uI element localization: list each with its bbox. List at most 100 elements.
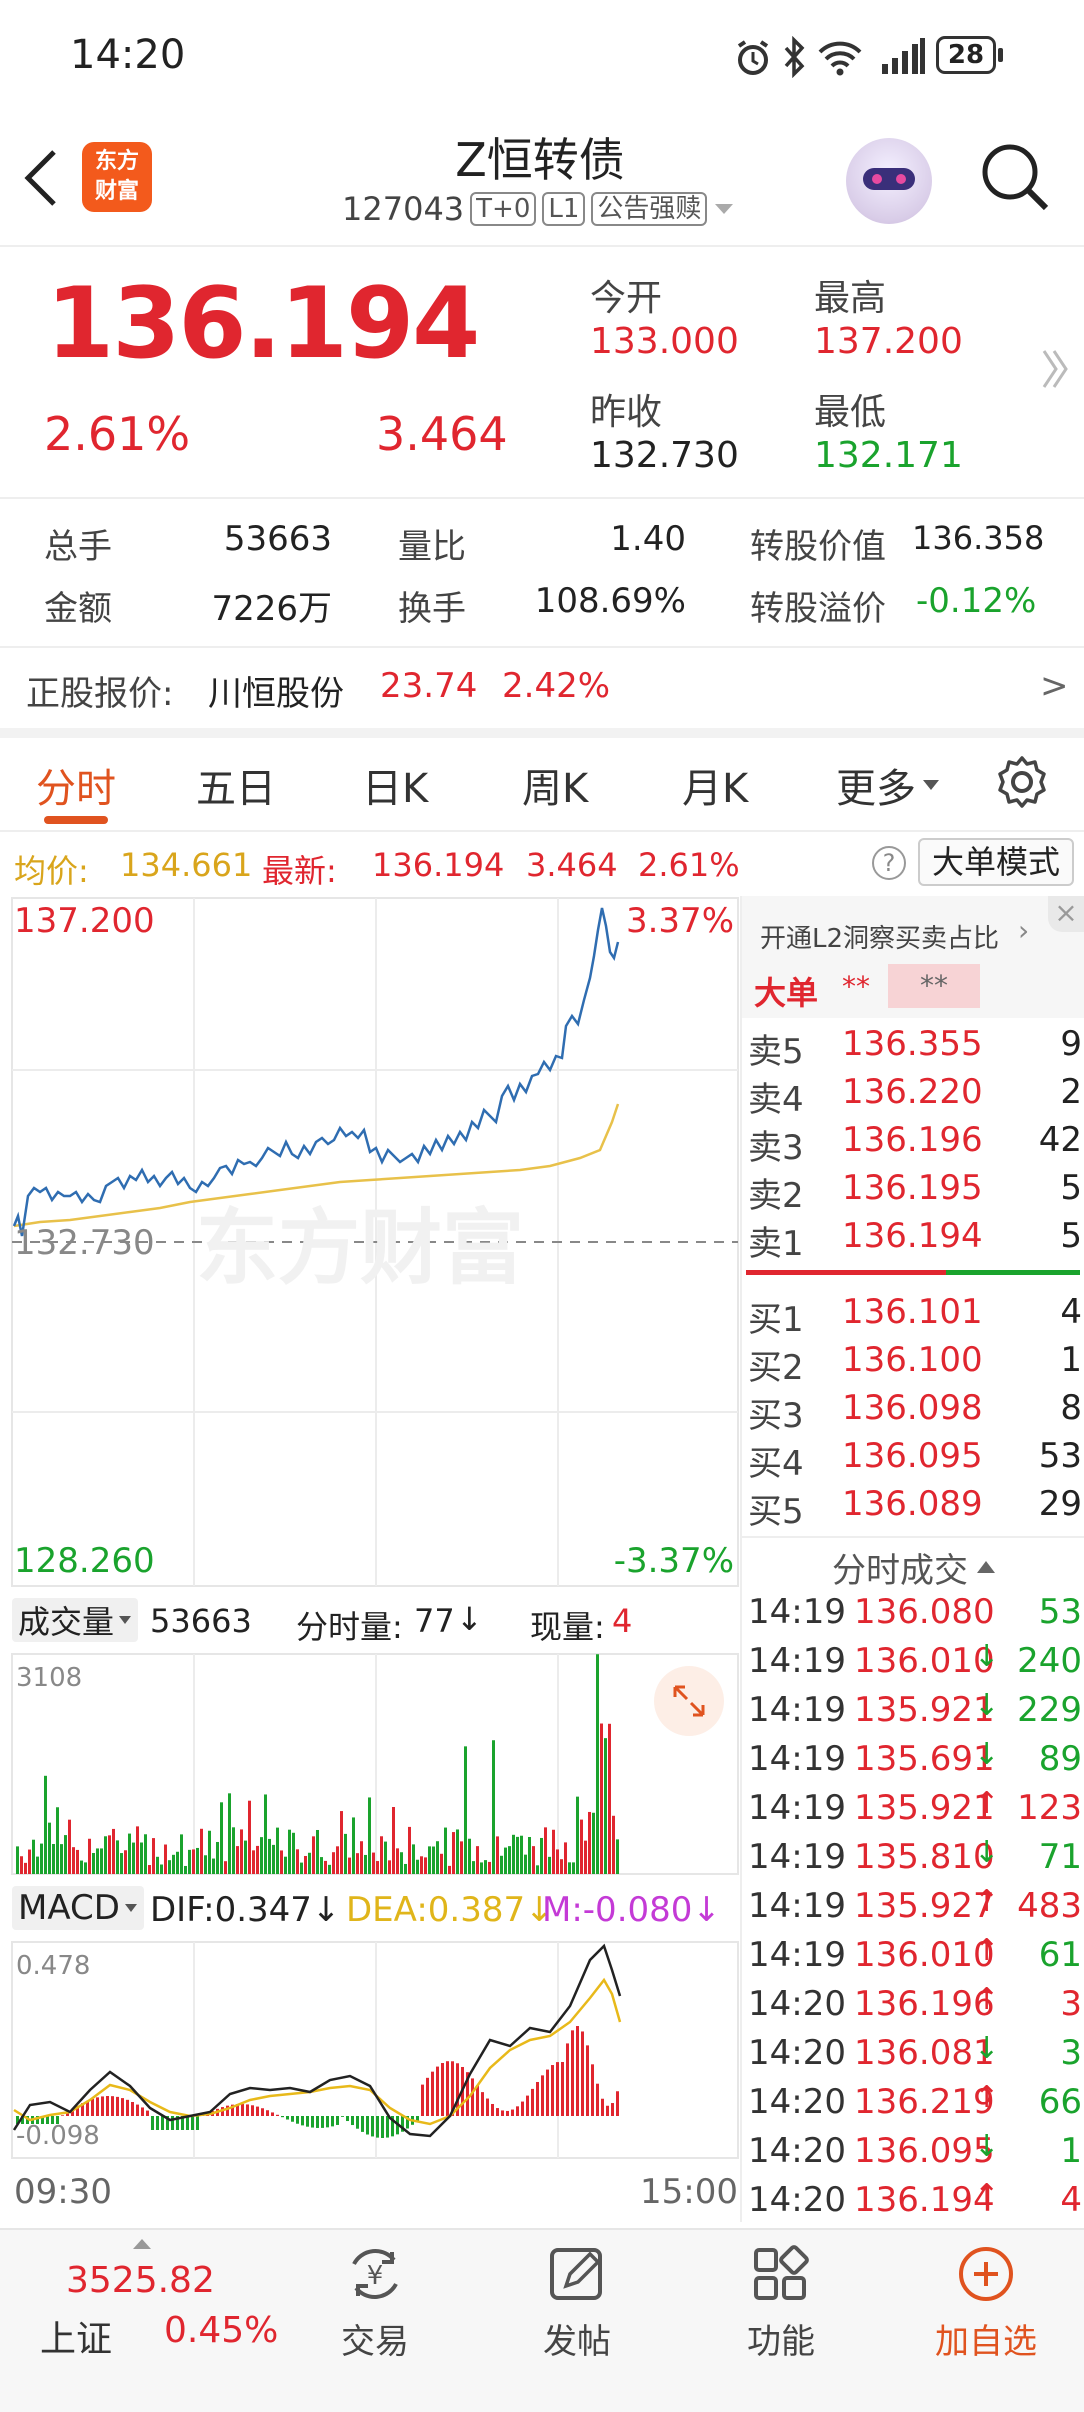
index-ticker[interactable]: 3525.82 上证 0.45% bbox=[0, 2230, 300, 2412]
expand-chart-button[interactable] bbox=[654, 1666, 724, 1736]
macd-bar bbox=[371, 2116, 374, 2137]
volume-bar bbox=[224, 1861, 227, 1874]
volume-bar bbox=[96, 1848, 99, 1874]
macd-bar bbox=[126, 2099, 129, 2116]
sell-level: 卖1 bbox=[748, 1224, 804, 1264]
nav-functions[interactable]: 功能 bbox=[726, 2244, 836, 2363]
tag-l1: L1 bbox=[542, 192, 586, 226]
tab-intraday[interactable]: 分时 bbox=[36, 766, 116, 812]
volume-bar bbox=[272, 1844, 275, 1874]
buy-row[interactable]: 买1 136.101 4 bbox=[742, 1288, 1084, 1340]
robot-avatar[interactable] bbox=[846, 138, 932, 224]
volume-bar bbox=[52, 1843, 55, 1874]
volume-bar bbox=[472, 1861, 475, 1874]
macd-chart[interactable]: 0.478 -0.098 bbox=[0, 1940, 740, 2160]
close-banner-button[interactable]: × bbox=[1048, 896, 1084, 932]
macd-bar bbox=[391, 2116, 394, 2137]
volume-bar bbox=[384, 1841, 387, 1874]
turnover-value: 108.69% bbox=[534, 581, 686, 621]
sell-row[interactable]: 卖3 136.196 42 bbox=[742, 1116, 1084, 1168]
volume-chart[interactable]: 3108 bbox=[0, 1652, 740, 1876]
volume-bar bbox=[116, 1840, 119, 1874]
tick-price: 135.691 bbox=[854, 1739, 995, 1779]
sell-price: 136.355 bbox=[842, 1024, 983, 1064]
macd-bar bbox=[26, 2116, 29, 2124]
sell-row[interactable]: 卖1 136.194 5 bbox=[742, 1212, 1084, 1264]
macd-bar bbox=[276, 2114, 279, 2116]
tick-time: 14:20 bbox=[748, 2082, 846, 2122]
tick-volume: 4 bbox=[1060, 2180, 1082, 2220]
nav-add-watchlist[interactable]: 加自选 bbox=[916, 2244, 1056, 2363]
volume-bar bbox=[616, 1839, 619, 1874]
l2-banner[interactable]: 开通L2洞察买卖占比 › × 大单 ** ** bbox=[742, 896, 1084, 1018]
tab-monthly-k[interactable]: 月K bbox=[682, 766, 749, 812]
premium-value: -0.12% bbox=[916, 581, 1037, 621]
volume-header: 成交量 53663 分时量: 77 ↓ 现量: 4 bbox=[0, 1590, 740, 1650]
volume-bar bbox=[580, 1819, 583, 1874]
macd-bar bbox=[136, 2104, 139, 2116]
tab-five-day[interactable]: 五日 bbox=[196, 766, 276, 812]
tick-row: 14:20 136.095 ↓ 1 bbox=[742, 2127, 1084, 2176]
macd-bar bbox=[176, 2116, 179, 2130]
macd-bar bbox=[116, 2096, 119, 2116]
ticks-title[interactable]: 分时成交 bbox=[742, 1536, 1084, 1598]
tab-weekly-k[interactable]: 周K bbox=[522, 766, 589, 812]
buy-price: 136.100 bbox=[842, 1340, 983, 1380]
stock-label: 正股报价: bbox=[26, 674, 174, 714]
back-arrow-icon[interactable] bbox=[22, 148, 62, 208]
fs-volume-value: 77 bbox=[414, 1602, 455, 1640]
macd-bar bbox=[451, 2061, 454, 2116]
buy-row[interactable]: 买5 136.089 29 bbox=[742, 1480, 1084, 1532]
y-max-pct-label: 3.37% bbox=[626, 901, 734, 941]
tick-arrow: ↑ bbox=[974, 1884, 1000, 1919]
tick-row: 14:19 136.010 ↑ 61 bbox=[742, 1931, 1084, 1980]
macd-dea: DEA:0.387↓ bbox=[346, 1890, 554, 1930]
macd-bar bbox=[386, 2116, 389, 2138]
tab-more[interactable]: 更多 bbox=[836, 756, 940, 814]
expand-chevron-icon[interactable] bbox=[1040, 347, 1070, 391]
macd-bar bbox=[551, 2065, 554, 2116]
tick-price: 136.010 bbox=[854, 1641, 995, 1681]
search-icon[interactable] bbox=[978, 140, 1052, 214]
sell-row[interactable]: 卖4 136.220 2 bbox=[742, 1068, 1084, 1120]
volume-selector[interactable]: 成交量 bbox=[12, 1598, 139, 1642]
big-order-mode-button[interactable]: 大单模式 bbox=[918, 838, 1074, 886]
gear-icon[interactable] bbox=[994, 754, 1050, 810]
functions-grid-icon bbox=[754, 2245, 809, 2300]
buy-row[interactable]: 买2 136.100 1 bbox=[742, 1336, 1084, 1388]
sell-price: 136.196 bbox=[842, 1120, 983, 1160]
tab-daily-k[interactable]: 日K bbox=[362, 766, 429, 812]
volume-label: 总手 bbox=[44, 527, 112, 567]
volume-bar bbox=[204, 1855, 207, 1874]
tag-t0: T+0 bbox=[470, 192, 537, 226]
bond-code: 127043 bbox=[342, 190, 465, 228]
nav-post[interactable]: 发帖 bbox=[522, 2244, 632, 2363]
volume-bar bbox=[196, 1847, 199, 1874]
buy-row[interactable]: 买4 136.095 53 bbox=[742, 1432, 1084, 1484]
quote-panel: 136.194 2.61% 3.464 今开 133.000 最高 137.20… bbox=[0, 247, 1084, 497]
volume-bar bbox=[32, 1839, 35, 1874]
trade-icon: ¥ bbox=[352, 2249, 398, 2299]
volume-bar bbox=[132, 1842, 135, 1874]
volume-bar bbox=[452, 1832, 455, 1874]
help-icon[interactable]: ? bbox=[872, 846, 906, 880]
volume-bar bbox=[320, 1857, 323, 1874]
intraday-price-chart[interactable]: 东方财富 137.200 3.37% 132.730 128.260 -3.37… bbox=[0, 896, 740, 1588]
macd-bar bbox=[471, 2078, 474, 2116]
bond-code-row[interactable]: 127043 T+0 L1 公告强赎 bbox=[342, 190, 735, 228]
change-amount: 3.464 bbox=[376, 407, 508, 461]
volume-bar bbox=[152, 1838, 155, 1874]
buy-volume: 1 bbox=[1060, 1340, 1082, 1380]
sell-row[interactable]: 卖5 136.355 9 bbox=[742, 1020, 1084, 1072]
macd-selector[interactable]: MACD bbox=[12, 1886, 144, 1930]
macd-bar bbox=[521, 2101, 524, 2116]
macd-bar bbox=[481, 2092, 484, 2116]
nav-trade[interactable]: ¥ 交易 bbox=[320, 2244, 430, 2363]
underlying-stock-row[interactable]: 正股报价: 川恒股份 23.74 2.42% > bbox=[0, 648, 1084, 728]
volume-bar bbox=[572, 1862, 575, 1874]
volume-bar bbox=[560, 1859, 563, 1874]
macd-bar bbox=[441, 2063, 444, 2116]
current-volume-label: 现量: bbox=[530, 1608, 605, 1646]
buy-row[interactable]: 买3 136.098 8 bbox=[742, 1384, 1084, 1436]
sell-row[interactable]: 卖2 136.195 5 bbox=[742, 1164, 1084, 1216]
